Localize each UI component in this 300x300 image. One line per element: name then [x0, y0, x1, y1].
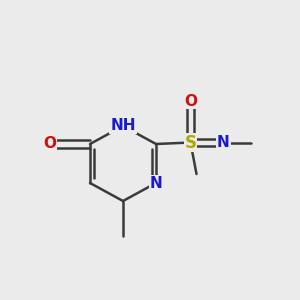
- Text: NH: NH: [110, 118, 136, 134]
- Text: O: O: [184, 94, 197, 109]
- Text: O: O: [43, 136, 56, 152]
- Text: N: N: [217, 135, 230, 150]
- Text: N: N: [150, 176, 162, 190]
- Text: S: S: [184, 134, 196, 152]
